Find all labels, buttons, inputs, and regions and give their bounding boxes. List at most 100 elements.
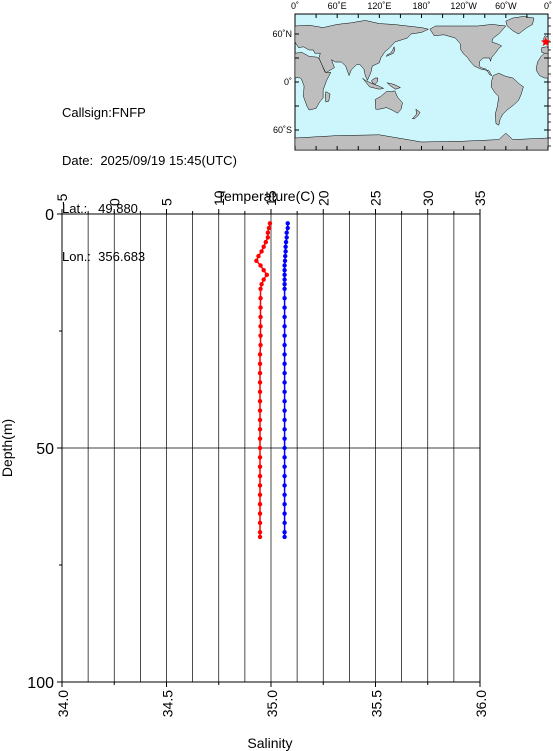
temperature-point (265, 235, 271, 240)
temperature-point (257, 455, 263, 460)
temperature-point (257, 501, 263, 507)
temperature-point (263, 239, 268, 245)
temperature-point (258, 305, 263, 310)
map-top-labels: 0˚ 60˚E 120˚E 180˚ 120˚W 60˚W 0˚ (291, 1, 552, 11)
new-guinea-land (386, 82, 402, 90)
temperature-point (258, 314, 263, 320)
salinity-tick-label: 34.0 (55, 690, 71, 717)
world-map: 0˚ 60˚E 120˚E 180˚ 120˚W 60˚W 0˚ 60˚N 0˚ 60˚S (272, 1, 552, 151)
map-lon-label: 60˚E (328, 1, 347, 11)
temperature-point (257, 520, 263, 526)
salinity-point (282, 436, 287, 441)
temperature-point (257, 436, 263, 441)
temperature-point (264, 272, 270, 278)
temperature-point (261, 244, 266, 249)
salinity-point (282, 399, 287, 404)
temperature-ticks: -5 0 5 10 15 20 25 30 35 (54, 190, 488, 214)
salinity-point (282, 520, 287, 526)
new-zealand-land (411, 108, 421, 120)
date-label: Date: (62, 153, 94, 168)
profile-chart: -5 0 5 10 15 20 25 30 35 34.0 34.5 35.0 35.5 36.0 05… (0, 188, 489, 751)
depth-tick-label: 100 (27, 675, 54, 692)
salinity-point (282, 272, 287, 278)
eurasia-land (294, 20, 430, 82)
south-america-land (490, 72, 524, 126)
lat-line: Lat.: 49.880 (62, 201, 237, 217)
date-value: 2025/09/19 15:45(UTC) (100, 153, 237, 168)
salinity-ticks: 34.0 34.5 35.0 35.5 36.0 (55, 682, 489, 717)
depth-ticks: 0 50 100 (27, 207, 62, 692)
salinity-point (284, 235, 289, 240)
salinity-point (282, 534, 287, 540)
temperature-point (258, 296, 263, 301)
temperature-axis-label: Temperature(C) (217, 188, 315, 204)
salinity-point (282, 305, 287, 310)
temperature-point (257, 370, 263, 376)
temperature-point (257, 417, 263, 423)
map-lat-label: 60˚N (272, 29, 292, 39)
temperature-point (257, 534, 263, 540)
salinity-tick-label: 34.5 (160, 690, 176, 717)
temperature-point (257, 427, 263, 432)
temperature-point (257, 492, 263, 497)
map-left-labels: 60˚N 0˚ 60˚S (272, 29, 292, 135)
station-marker (540, 37, 551, 47)
iberia-land (541, 46, 549, 54)
temperature-point (257, 399, 263, 404)
salinity-point (282, 314, 287, 320)
temperature-point (254, 258, 259, 263)
salinity-point (282, 445, 287, 451)
temperature-point (257, 445, 263, 451)
salinity-point (282, 511, 287, 516)
salinity-point (282, 296, 287, 301)
salinity-point (282, 370, 287, 376)
salinity-point (282, 473, 287, 479)
madagascar-land (324, 91, 331, 103)
borneo-land (371, 77, 379, 85)
map-lat-label: 0˚ (284, 77, 292, 87)
lon-line: Lon.: 356.683 (62, 249, 237, 265)
lat-label: Lat.: (62, 201, 88, 216)
temperature-tick-label: 15 (263, 190, 279, 206)
temperature-tick-label: 5 (159, 198, 175, 206)
salinity-point (283, 249, 288, 254)
salinity-axis-label: Salinity (247, 735, 292, 751)
salinity-point (282, 324, 287, 329)
station-star-icon (540, 37, 551, 47)
temperature-point (258, 333, 263, 338)
temperature-tick-label: 0 (106, 198, 122, 206)
map-lon-label: 60˚W (495, 1, 517, 11)
temperature-tick-label: 10 (211, 190, 227, 206)
chart-grid (62, 214, 480, 682)
salinity-point (282, 417, 287, 423)
temperature-point (257, 530, 263, 535)
salinity-point (283, 239, 289, 245)
lon-value: 356.683 (98, 249, 146, 264)
callsign-line: Callsign:FNFP (62, 105, 237, 121)
temperature-series (254, 221, 273, 540)
salinity-point (282, 530, 287, 535)
map-lon-label: 180˚ (412, 1, 430, 11)
station-info: Callsign:FNFP Date: 2025/09/19 15:45(UTC… (62, 73, 237, 281)
salinity-point (282, 427, 287, 432)
temperature-tick-label: -5 (54, 193, 70, 206)
temperature-point (266, 225, 272, 231)
depth-tick-label: 0 (45, 207, 54, 224)
temperature-tick-label: 20 (315, 190, 331, 206)
temperature-tick-label: 30 (420, 190, 436, 206)
salinity-point (285, 225, 290, 231)
australia-land (374, 90, 403, 114)
salinity-point (283, 244, 288, 249)
temperature-point (257, 473, 263, 479)
salinity-point (282, 277, 287, 282)
depth-axis-label: Depth(m) (0, 419, 15, 477)
temperature-point (267, 221, 273, 226)
temperature-point (257, 464, 263, 469)
north-america-land (429, 24, 507, 77)
temperature-point (257, 389, 263, 395)
salinity-point (282, 389, 287, 395)
salinity-point (282, 483, 287, 488)
map-lon-label: 120˚W (450, 1, 477, 11)
salinity-point (285, 221, 290, 226)
greenland-land (505, 16, 535, 35)
